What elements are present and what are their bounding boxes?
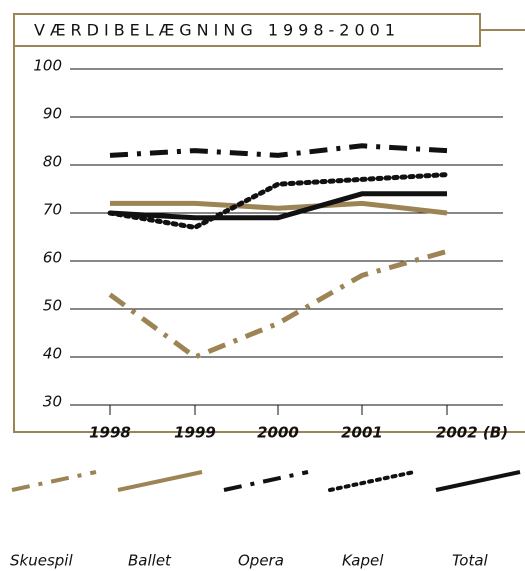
y-tick-label: 80 bbox=[43, 153, 62, 171]
x-tick-label: 2000 bbox=[257, 424, 299, 442]
legend-swatch bbox=[223, 470, 309, 492]
y-tick-label: 40 bbox=[43, 345, 62, 363]
legend-label: Kapel bbox=[342, 552, 384, 570]
legend-label: Total bbox=[452, 552, 489, 570]
y-tick-label: 90 bbox=[43, 105, 62, 123]
series-line bbox=[110, 200, 448, 216]
legend-label: Opera bbox=[238, 552, 284, 570]
series-line bbox=[109, 143, 448, 158]
series-line bbox=[107, 172, 450, 231]
y-tick-label: 50 bbox=[43, 297, 62, 315]
x-tick-label: 2001 bbox=[341, 424, 383, 442]
x-tick-label: 1999 bbox=[174, 424, 216, 442]
legend-swatch bbox=[328, 470, 416, 492]
chart-title: VÆRDIBELÆGNING 1998-2001 bbox=[34, 21, 400, 40]
x-tick-label: 2002 (B) bbox=[436, 424, 508, 442]
legend-label: Skuespil bbox=[10, 552, 73, 570]
series-line bbox=[109, 191, 447, 221]
x-tick-label: 1998 bbox=[89, 424, 131, 442]
y-tick-label: 60 bbox=[43, 249, 62, 267]
legend-label: Ballet bbox=[128, 552, 172, 570]
y-tick-label: 70 bbox=[43, 201, 62, 219]
series-line bbox=[108, 248, 448, 360]
legend-swatch bbox=[11, 470, 97, 492]
legend-swatch bbox=[117, 470, 203, 492]
legend-swatch bbox=[435, 470, 521, 492]
y-tick-label: 100 bbox=[33, 57, 62, 75]
y-tick-label: 30 bbox=[43, 393, 62, 411]
